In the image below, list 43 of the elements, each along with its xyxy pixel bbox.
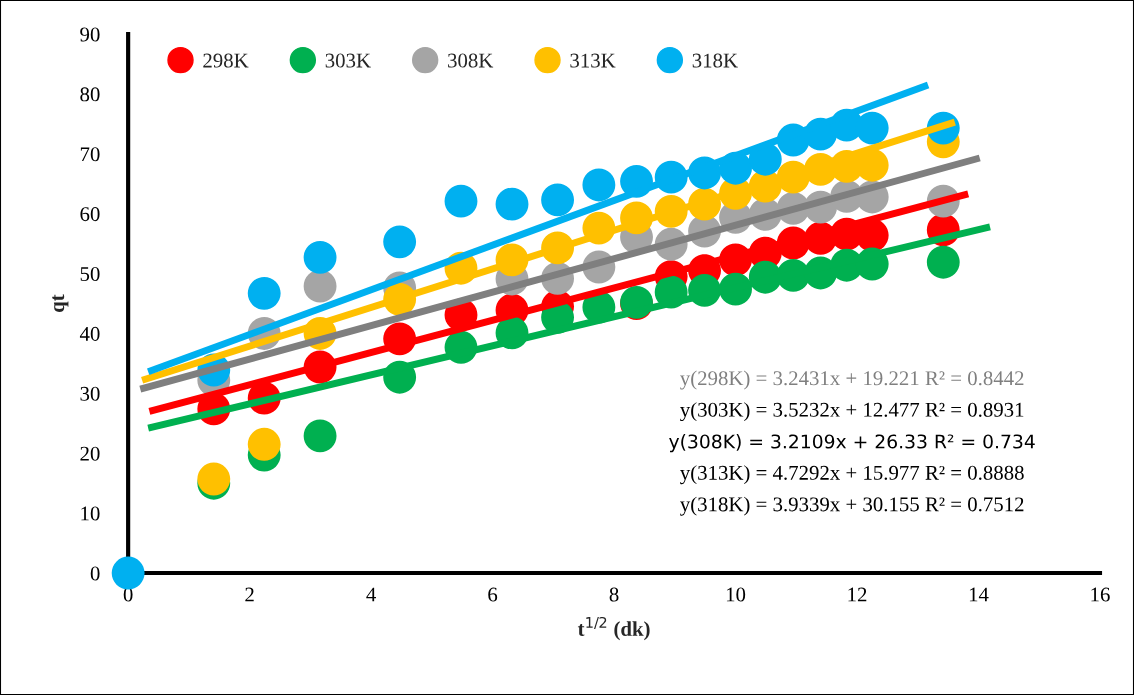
y-tick-label: 10 bbox=[81, 506, 100, 521]
y-tick-label: 40 bbox=[79, 326, 100, 341]
annotation: y(303K) = 3.5232x + 12.477 R² = 0.8931 bbox=[680, 402, 1024, 422]
y-axis-title: qt bbox=[52, 294, 69, 312]
x-tick-label: 16 bbox=[1091, 587, 1110, 602]
annotation: y(318K) = 3.9339x + 30.155 R² = 0.7512 bbox=[680, 496, 1024, 516]
point bbox=[444, 184, 478, 218]
legend-label: 308K bbox=[448, 53, 494, 68]
point bbox=[926, 245, 960, 279]
y-tick-label: 30 bbox=[80, 386, 100, 401]
point bbox=[303, 241, 337, 274]
x-tick-label: 4 bbox=[366, 587, 376, 602]
legend-label: 303K bbox=[325, 53, 371, 68]
y-tick-label: 70 bbox=[80, 147, 100, 162]
point bbox=[111, 556, 145, 590]
point bbox=[495, 187, 529, 221]
legend-label: 298K bbox=[203, 53, 249, 68]
annotation: y(298K) = 3.2431x + 19.221 R² = 0.8442 bbox=[680, 370, 1024, 390]
annotation: y(313K) = 4.7292x + 15.977 R² = 0.8888 bbox=[680, 465, 1024, 485]
point bbox=[303, 419, 337, 453]
x-tick-label: 12 bbox=[848, 587, 867, 602]
point bbox=[855, 111, 889, 145]
y-tick-label: 60 bbox=[80, 207, 100, 222]
point bbox=[247, 276, 281, 310]
y-tick-label: 90 bbox=[80, 27, 100, 42]
y-tick-label: 0 bbox=[90, 566, 100, 581]
x-tick-label: 10 bbox=[726, 587, 746, 602]
x-axis-title: t$^{1/2}$ (dk) bbox=[577, 616, 650, 641]
legend-label: 313K bbox=[570, 53, 616, 68]
point bbox=[247, 427, 281, 461]
x-tick-label: 6 bbox=[488, 587, 498, 602]
y-tick-label: 50 bbox=[80, 266, 100, 282]
annotation: y(308K) = 3.2109x + 26.33 R² = 0.734 bbox=[669, 434, 1035, 453]
point bbox=[541, 183, 575, 217]
y-tick-label: 20 bbox=[80, 446, 100, 461]
x-tick-label: 2 bbox=[245, 587, 254, 602]
x-tick-label: 14 bbox=[969, 587, 989, 602]
point bbox=[303, 269, 337, 303]
point bbox=[582, 168, 616, 202]
x-tick-label: 8 bbox=[609, 587, 619, 602]
legend-label: 318K bbox=[692, 53, 738, 68]
point bbox=[383, 225, 417, 259]
y-tick-label: 80 bbox=[80, 87, 100, 102]
